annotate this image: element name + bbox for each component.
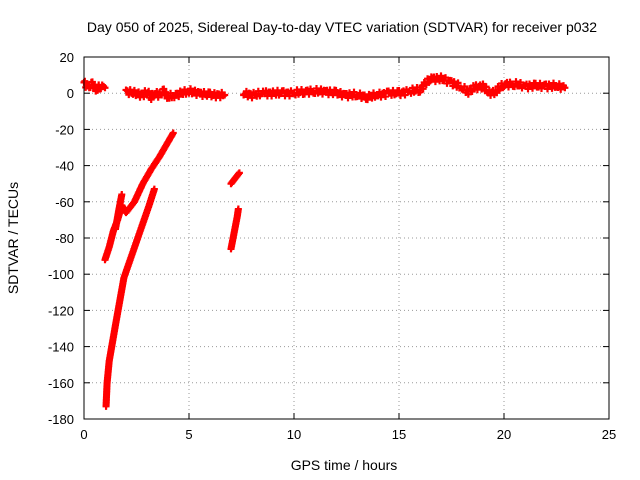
data-point	[150, 185, 158, 193]
data-point	[332, 86, 340, 94]
y-tick-label: 20	[60, 50, 74, 65]
x-tick-label: 5	[185, 427, 192, 442]
data-point	[170, 94, 178, 102]
data-point	[464, 90, 472, 98]
series-2	[112, 191, 126, 233]
x-tick-label: 10	[287, 427, 301, 442]
data-point	[221, 91, 229, 99]
chart-title: Day 050 of 2025, Sidereal Day-to-day VTE…	[87, 19, 597, 35]
data-point	[147, 96, 155, 104]
y-tick-label: -40	[55, 159, 74, 174]
y-axis-label: SDTVAR / TECUs	[5, 182, 21, 294]
y-tick-label: -60	[55, 195, 74, 210]
data-point	[350, 88, 358, 96]
series-0	[80, 72, 569, 104]
y-tick-label: -100	[48, 267, 74, 282]
x-tick-label: 15	[392, 427, 406, 442]
y-tick-label: -180	[48, 412, 74, 427]
data-point	[235, 169, 243, 177]
y-tick-label: -20	[55, 122, 74, 137]
data-point	[561, 84, 569, 92]
ticks: -180 -160 -140 -120 -100 -80 -60 -40 -20 0 20 0 5 10 1…	[48, 50, 616, 442]
plot-frame	[83, 56, 610, 420]
data-point	[454, 79, 462, 87]
data-points	[80, 72, 569, 410]
x-tick-label: 0	[80, 427, 87, 442]
series-5	[227, 169, 243, 188]
data-point	[169, 129, 177, 137]
data-point	[101, 84, 109, 92]
data-point	[419, 85, 427, 93]
data-point	[118, 191, 126, 199]
data-point	[529, 84, 536, 92]
data-point	[319, 90, 326, 98]
grid	[84, 57, 609, 419]
series-3	[102, 185, 158, 410]
data-point	[234, 205, 242, 213]
data-point	[187, 85, 194, 93]
y-tick-label: 0	[67, 86, 74, 101]
x-tick-label: 20	[497, 427, 511, 442]
x-axis-label: GPS time / hours	[291, 457, 398, 473]
data-point	[130, 86, 138, 94]
data-point	[382, 93, 389, 101]
series-4	[227, 205, 242, 253]
x-tick-label: 25	[602, 427, 616, 442]
y-tick-label: -80	[55, 231, 74, 246]
y-tick-label: -120	[48, 303, 74, 318]
y-tick-label: -160	[48, 376, 74, 391]
data-point	[193, 92, 200, 100]
y-tick-label: -140	[48, 340, 74, 355]
data-point	[437, 72, 445, 80]
